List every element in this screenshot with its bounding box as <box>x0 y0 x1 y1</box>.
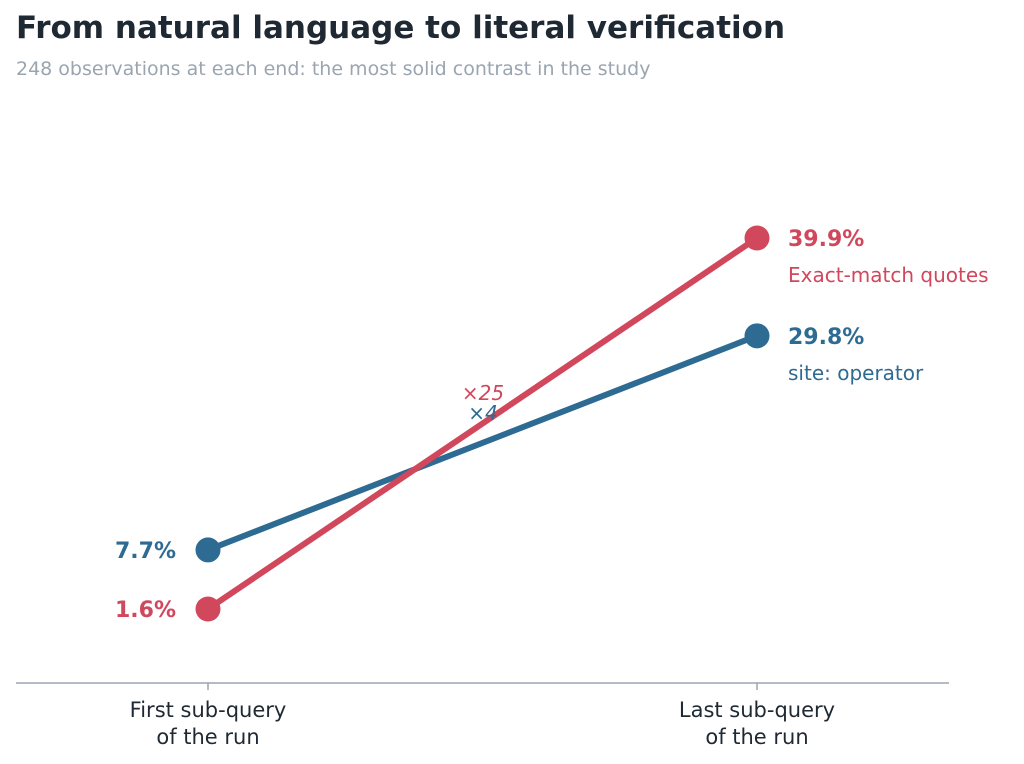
series-line <box>205 332 760 553</box>
data-label: 29.8% <box>788 325 864 350</box>
series-line <box>205 235 760 612</box>
x-tick-label: Last sub-query of the run <box>679 698 835 749</box>
data-point <box>195 596 221 622</box>
series-label: Exact-match quotes <box>788 263 989 287</box>
data-point <box>195 537 221 563</box>
x-tick-label: First sub-query of the run <box>130 698 287 749</box>
series-label: site: operator <box>788 361 924 385</box>
data-label: 39.9% <box>788 227 864 252</box>
data-label: 7.7% <box>115 539 176 564</box>
data-point <box>744 225 770 251</box>
data-label: 1.6% <box>115 598 176 623</box>
ratio-annotation: ×4 <box>468 401 497 425</box>
chart-title: From natural language to literal verific… <box>16 10 786 46</box>
ratio-annotation: ×25 <box>462 381 504 405</box>
chart-subtitle: 248 observations at each end: the most s… <box>16 58 651 80</box>
data-point <box>744 323 770 349</box>
